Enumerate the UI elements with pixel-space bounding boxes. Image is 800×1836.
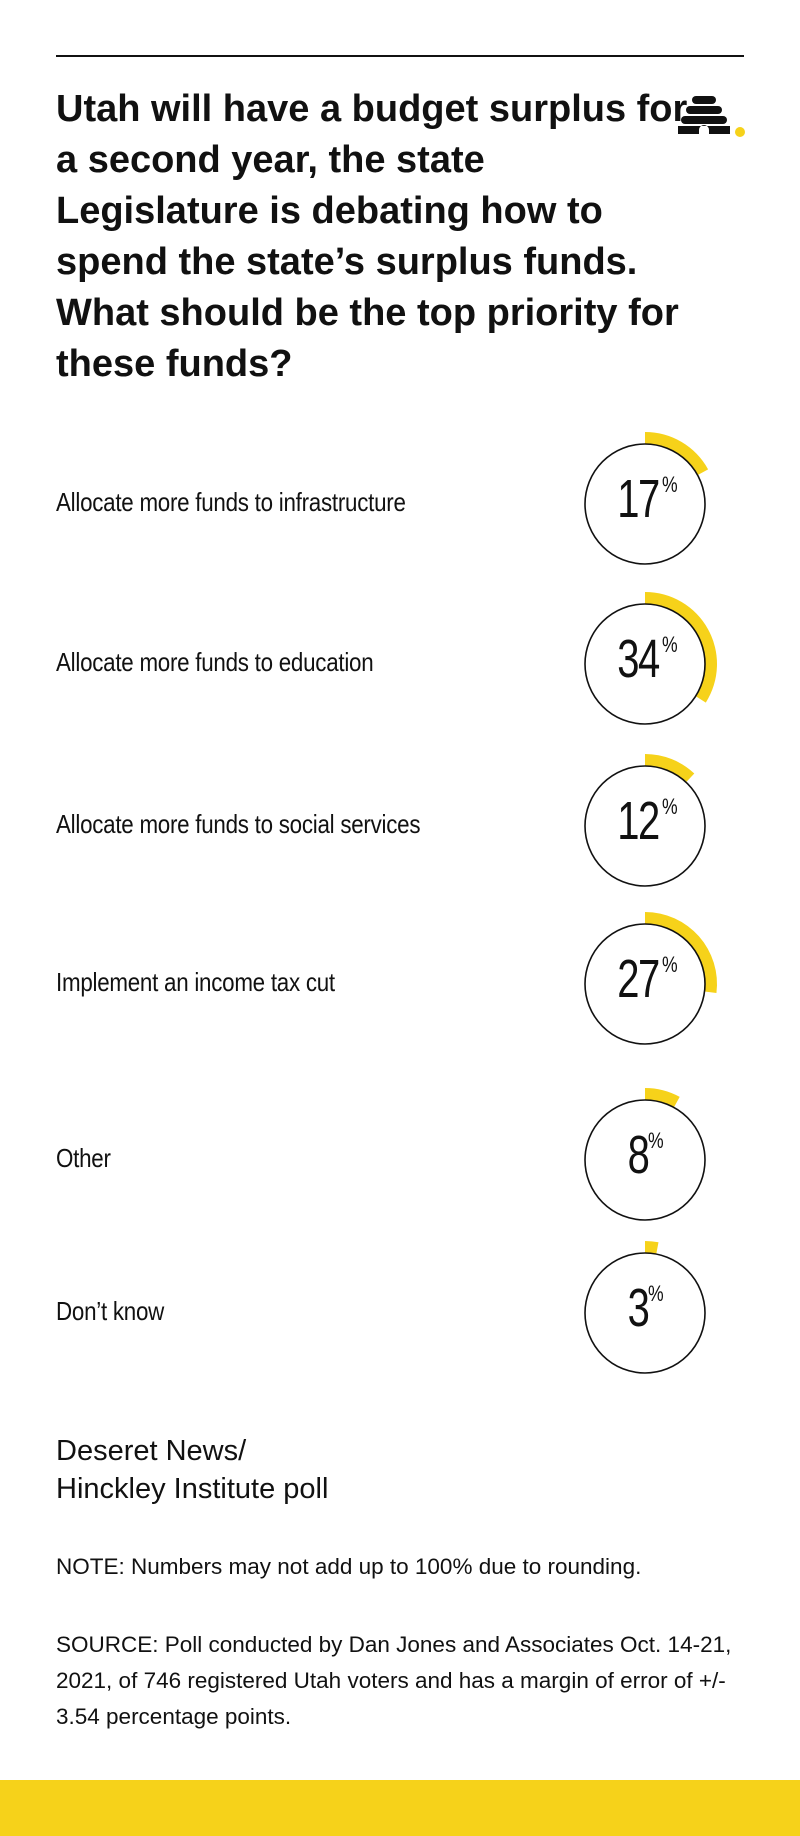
percent-label: 8% — [585, 1124, 705, 1186]
percent-sign: % — [662, 952, 678, 977]
donut-arc — [645, 1241, 659, 1255]
bottom-brand-band — [0, 1780, 800, 1836]
donut-ring — [584, 1088, 706, 1221]
percent-label: 3% — [585, 1277, 705, 1339]
row-label: Don’t know — [56, 1296, 165, 1326]
percent-value: 12 — [617, 791, 660, 851]
donut-outline — [584, 603, 706, 725]
percent-value: 17 — [617, 469, 660, 529]
percent-label: 17% — [585, 468, 705, 530]
percent-sign: % — [662, 472, 678, 497]
donut-arc — [645, 754, 695, 783]
donut-ring — [584, 912, 717, 1045]
donut-outline — [584, 765, 706, 887]
beehive-icon — [678, 96, 745, 137]
donut-ring — [584, 1241, 706, 1374]
chart-title: Utah will have a budget surplus for a se… — [56, 88, 688, 385]
donut-outline — [584, 1252, 706, 1374]
donut-ring — [584, 432, 709, 565]
donut-arc — [645, 1088, 680, 1108]
row-label: Allocate more funds to infrastructure — [56, 487, 406, 517]
percent-label: 12% — [585, 790, 705, 852]
donut-arc — [645, 592, 717, 703]
donut-outline — [584, 923, 706, 1045]
donut-outline — [584, 443, 706, 565]
row-label: Other — [56, 1143, 111, 1173]
source: SOURCE: Poll conducted by Dan Jones and … — [56, 1632, 732, 1729]
donut-ring — [584, 592, 717, 725]
top-divider — [56, 55, 744, 57]
donut-arc — [645, 912, 717, 994]
percent-label: 34% — [585, 628, 705, 690]
percent-value: 27 — [617, 949, 660, 1009]
row-label: Allocate more funds to social services — [56, 809, 421, 839]
percent-sign: % — [662, 794, 678, 819]
row-label: Implement an income tax cut — [56, 967, 335, 997]
donut-ring — [584, 754, 706, 887]
source-name-text: Deseret News/ Hinckley Institute poll — [56, 1435, 329, 1505]
row-label: Allocate more funds to education — [56, 647, 374, 677]
percent-sign: % — [648, 1281, 664, 1306]
percent-label: 27% — [585, 948, 705, 1010]
percent-value: 3 — [627, 1278, 650, 1338]
percent-value: 34 — [617, 629, 660, 689]
percent-sign: % — [662, 632, 678, 657]
note: NOTE: Numbers may not add up to 100% due… — [56, 1554, 642, 1579]
donut-outline — [584, 1099, 706, 1221]
percent-value: 8 — [627, 1125, 650, 1185]
source-name: Deseret News/ Hinckley Institute poll — [56, 1432, 556, 1508]
percent-sign: % — [648, 1128, 664, 1153]
donut-arc — [645, 432, 709, 476]
chart-rows: Allocate more funds to infrastructure 17%… — [56, 432, 717, 1374]
